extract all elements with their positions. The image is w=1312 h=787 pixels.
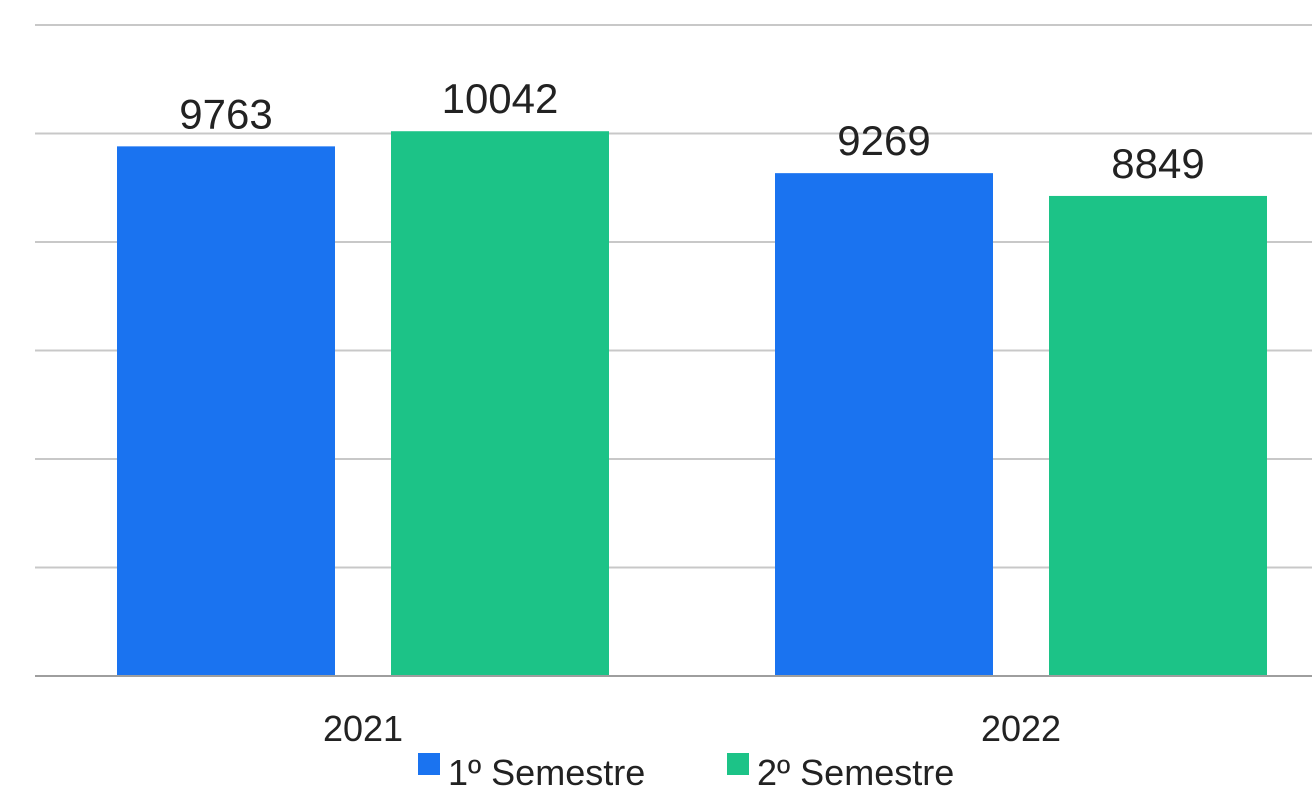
bar-2021-series-1 [117, 146, 335, 677]
bar-2022-series-1 [775, 173, 993, 677]
legend-swatch-1 [418, 753, 440, 775]
data-label-2022-series-2: 8849 [1111, 140, 1204, 187]
x-tick-label-2021: 2021 [323, 708, 403, 749]
legend-item-1: 1º Semestre [418, 752, 645, 787]
legend: 1º Semestre 2º Semestre [418, 752, 954, 787]
legend-item-2: 2º Semestre [727, 752, 954, 787]
data-label-2022-series-1: 9269 [837, 117, 930, 164]
data-labels-layer: 9763 10042 9269 8849 [179, 75, 1204, 187]
legend-label-2: 2º Semestre [757, 752, 954, 787]
x-tick-label-2022: 2022 [981, 708, 1061, 749]
bar-2022-series-2 [1049, 195, 1267, 676]
data-label-2021-series-2: 10042 [442, 75, 559, 122]
x-tick-labels: 2021 2022 [323, 708, 1061, 749]
legend-swatch-2 [727, 753, 749, 775]
bar-2021-series-2 [391, 131, 609, 676]
bars-layer [117, 131, 1267, 677]
legend-label-1: 1º Semestre [448, 752, 645, 787]
data-label-2021-series-1: 9763 [179, 90, 272, 137]
